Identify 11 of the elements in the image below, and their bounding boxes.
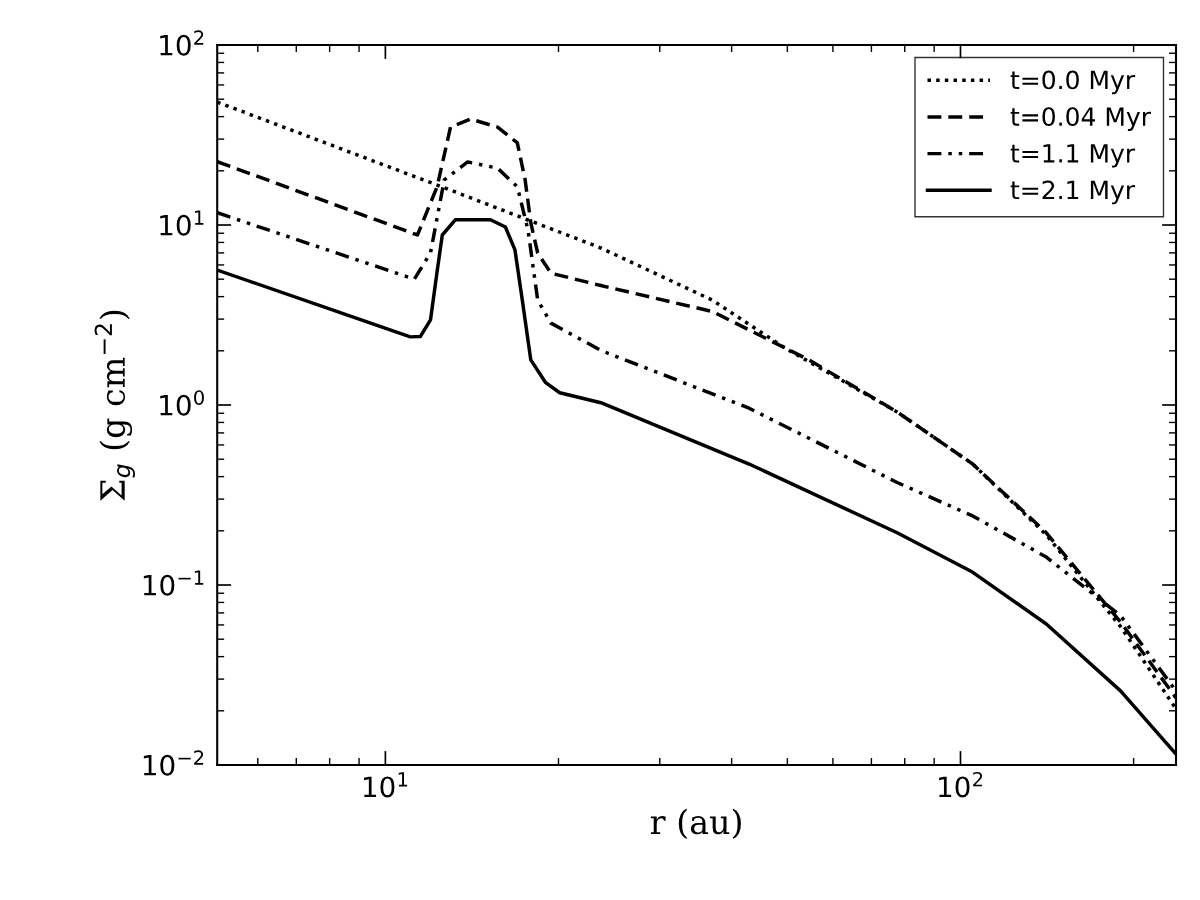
legend-label: t=0.0 Myr [1010,70,1136,95]
legend-label: t=2.1 Myr [1010,180,1136,205]
y-tick-label: 10$^{1}$ [160,210,204,236]
y-axis-title: Σ$_{g}$ (g cm$^{−2}$) [94,310,135,501]
y-tick-label: 10$^{−2}$ [143,750,204,776]
x-axis-title: r (au) [650,808,741,840]
y-tick-label: 10$^{2}$ [160,30,204,56]
legend-label: t=0.04 Myr [1010,107,1151,131]
y-tick-label: 10$^{0}$ [160,390,204,416]
y-tick-label: 10$^{−1}$ [143,570,204,596]
legend-label: t=1.1 Myr [1010,144,1136,168]
